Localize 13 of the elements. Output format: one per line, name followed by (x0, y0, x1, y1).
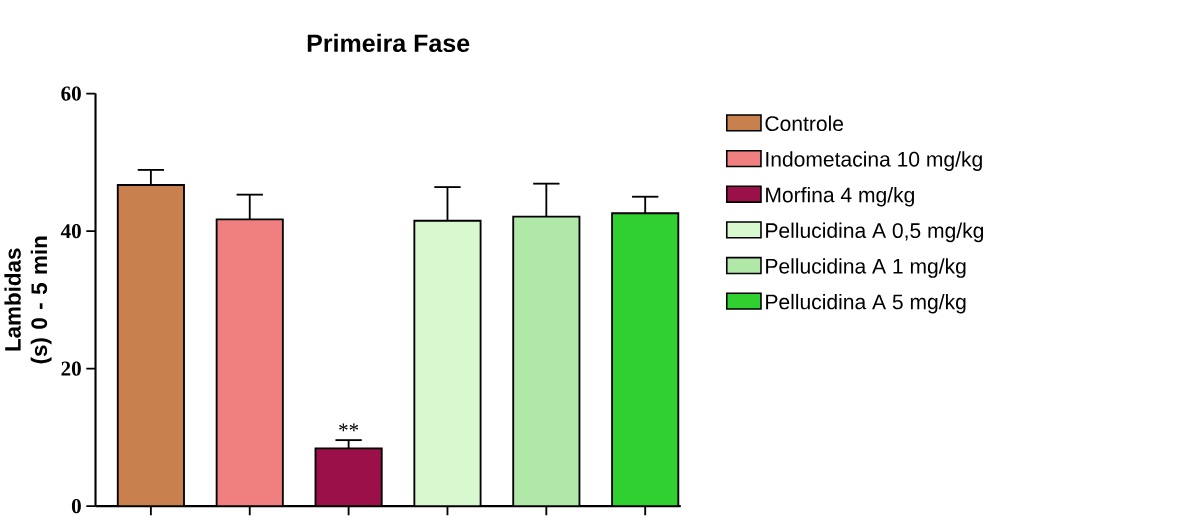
legend-label: Pellucidina A 1 mg/kg (766, 258, 966, 278)
chart-title: Primeira Fase (307, 33, 470, 52)
legend-label: Morfina 4 mg/kg (766, 186, 914, 207)
y-tick-label: 20 (61, 361, 81, 376)
y-tick-label: 60 (61, 86, 81, 101)
y-tick-label: 40 (60, 223, 81, 239)
data-label: ** (339, 423, 359, 431)
legend-label: Pellucidina A 0,5 mg/kg (766, 222, 984, 243)
legend-label: Controle (765, 115, 844, 131)
y-axis-title: Lambidas (s) 0 - 5 min (4, 236, 52, 364)
legend-label: Indometacina 10 mg/kg (766, 151, 982, 171)
y-tick-label: 0 (71, 498, 81, 514)
legend-label: Pellucidina A 5 mg/kg (766, 293, 966, 314)
